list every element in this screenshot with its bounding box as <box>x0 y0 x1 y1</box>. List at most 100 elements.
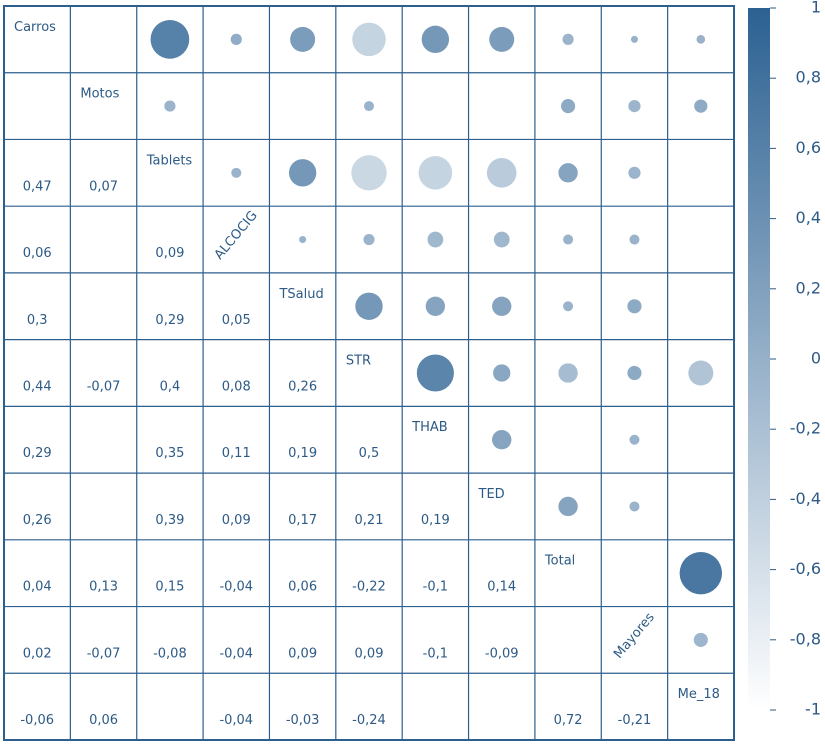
correlation-circle <box>679 551 723 595</box>
correlation-label: 0,21 <box>355 513 384 528</box>
correlation-label: 0,19 <box>288 446 317 461</box>
correlation-circle <box>561 99 576 114</box>
correlation-circle <box>628 99 641 113</box>
correlation-circle <box>418 156 453 190</box>
correlation-label: 0,09 <box>222 513 251 528</box>
colorbar-tick-label: -0,6 <box>790 559 821 578</box>
correlation-circle <box>492 430 512 450</box>
colorbar-tick-label: -0,4 <box>790 489 821 508</box>
correlation-circle <box>363 233 375 246</box>
correlation-circle <box>688 360 714 386</box>
correlation-circle <box>693 632 708 647</box>
correlation-circle <box>355 292 383 320</box>
correlation-label: 0,19 <box>421 513 450 528</box>
correlation-circle <box>352 22 386 57</box>
colorbar-tick-label: 0,6 <box>796 138 821 157</box>
correlation-label: 0,4 <box>160 380 181 395</box>
correlation-label: -0,04 <box>219 713 253 728</box>
correlation-label: -0,04 <box>219 580 253 595</box>
correlation-circle <box>629 501 640 512</box>
correlation-circle <box>492 296 512 316</box>
correlation-label: -0,08 <box>153 646 187 661</box>
correlation-circle <box>628 166 641 179</box>
variable-label: Mayores <box>611 610 658 662</box>
correlation-label: 0,06 <box>288 580 317 595</box>
correlation-label: 0,06 <box>89 713 118 728</box>
correlation-label: -0,07 <box>87 380 121 395</box>
correlation-circle <box>351 155 387 191</box>
correlation-label: 0,14 <box>487 580 516 595</box>
correlation-label: 0,08 <box>222 380 251 395</box>
correlation-label: 0,09 <box>355 646 384 661</box>
correlation-label: -0,1 <box>423 646 448 661</box>
correlation-circle <box>558 496 578 517</box>
variable-label: Motos <box>80 87 119 102</box>
correlation-label: -0,06 <box>20 713 54 728</box>
correlation-label: 0,29 <box>155 313 184 328</box>
correlation-circle <box>629 234 640 245</box>
correlation-label: 0,11 <box>222 446 251 461</box>
correlation-circle <box>563 301 574 312</box>
correlation-label: 0,39 <box>155 513 184 528</box>
correlation-label: 0,05 <box>222 313 251 328</box>
correlation-circle <box>627 299 642 314</box>
colorbar-tick-label: -1 <box>805 700 821 719</box>
correlation-label: 0,04 <box>23 580 52 595</box>
correlation-circle <box>696 35 706 44</box>
correlation-circle <box>416 354 454 392</box>
correlation-label: 0,5 <box>359 446 380 461</box>
correlation-label: -0,04 <box>219 646 253 661</box>
correlation-label: 0,09 <box>155 246 184 261</box>
correlation-circle <box>563 234 574 245</box>
colorbar-tick-label: -0,8 <box>790 629 821 648</box>
correlation-label: 0,47 <box>23 179 52 194</box>
colorbar-tick-label: 0 <box>811 349 821 368</box>
colorbar-tick-label: 0,2 <box>796 278 821 297</box>
correlation-circle <box>558 363 578 383</box>
colorbar-tick-label: -0,2 <box>790 419 821 438</box>
variable-label: Total <box>544 554 575 569</box>
correlation-circle <box>558 163 578 183</box>
correlation-label: 0,17 <box>288 513 317 528</box>
correlation-circle <box>231 167 242 178</box>
correlation-label: 0,06 <box>23 246 52 261</box>
correlation-circle <box>630 35 638 43</box>
correlation-label: 0,09 <box>288 646 317 661</box>
correlation-label: -0,03 <box>286 713 320 728</box>
correlation-circle <box>288 159 317 187</box>
correlation-circle <box>427 231 444 248</box>
correlation-label: -0,1 <box>423 580 448 595</box>
variable-label: Tablets <box>146 153 193 168</box>
correlation-circle <box>425 296 446 316</box>
correlation-label: -0,24 <box>352 713 386 728</box>
correlation-label: 0,3 <box>27 313 48 328</box>
variable-label: Carros <box>14 20 56 35</box>
correlation-label: 0,35 <box>155 446 184 461</box>
correlation-circle <box>230 33 242 45</box>
correlation-circle <box>493 364 511 382</box>
correlation-circle <box>627 365 642 381</box>
correlation-circle <box>150 19 190 59</box>
variable-label: STR <box>346 354 371 369</box>
variable-label: THAB <box>411 420 448 435</box>
colorbar-tick-label: 0,8 <box>796 68 821 87</box>
colorbar-tick-label: 0,4 <box>796 208 821 227</box>
correlation-circle <box>486 158 517 188</box>
correlation-circle <box>290 26 316 52</box>
frame <box>3 5 735 741</box>
variable-label: ALCOCIG <box>212 208 261 262</box>
correlation-label: 0,02 <box>23 646 52 661</box>
correlation-label: 0,72 <box>554 713 583 728</box>
correlation-label: -0,22 <box>352 580 386 595</box>
variable-label: TSalud <box>278 287 323 302</box>
colorbar <box>748 8 770 710</box>
correlation-label: -0,21 <box>618 713 652 728</box>
correlation-circle <box>489 26 515 52</box>
colorbar-tick-label: 1 <box>811 0 821 17</box>
correlation-label: 0,07 <box>89 179 118 194</box>
correlation-label: 0,15 <box>155 580 184 595</box>
correlation-circle <box>629 434 640 445</box>
correlation-circle <box>299 236 307 244</box>
correlation-label: 0,44 <box>23 380 52 395</box>
correlation-circle <box>493 231 510 248</box>
